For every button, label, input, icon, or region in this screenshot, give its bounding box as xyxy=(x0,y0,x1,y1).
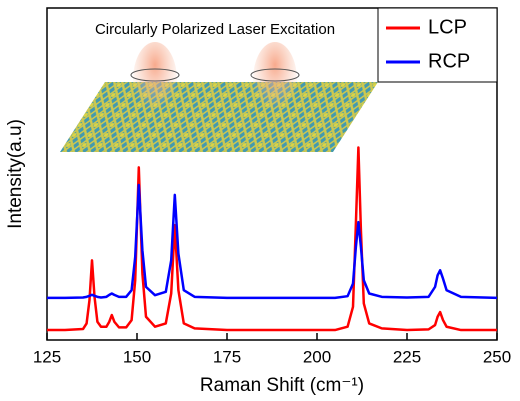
legend-label: LCP xyxy=(428,16,467,38)
y-axis-label: Intensity(a.u) xyxy=(5,119,26,229)
x-axis-label: Raman Shift (cm⁻¹) xyxy=(200,375,364,396)
legend xyxy=(377,7,498,83)
inset-illustration xyxy=(60,42,378,152)
legend-label: RCP xyxy=(428,50,470,72)
series-line xyxy=(47,183,498,300)
annotation: Circularly Polarized Laser Excitation xyxy=(95,21,335,38)
x-tick-label: 175 xyxy=(213,347,241,366)
series-line xyxy=(47,146,497,332)
x-tick-label: 200 xyxy=(303,347,331,366)
x-tick-label: 125 xyxy=(33,347,61,366)
plot-frame xyxy=(46,7,498,341)
x-tick-label: 150 xyxy=(123,347,151,366)
x-tick-label: 225 xyxy=(393,347,421,366)
x-tick-label: 250 xyxy=(483,347,511,366)
